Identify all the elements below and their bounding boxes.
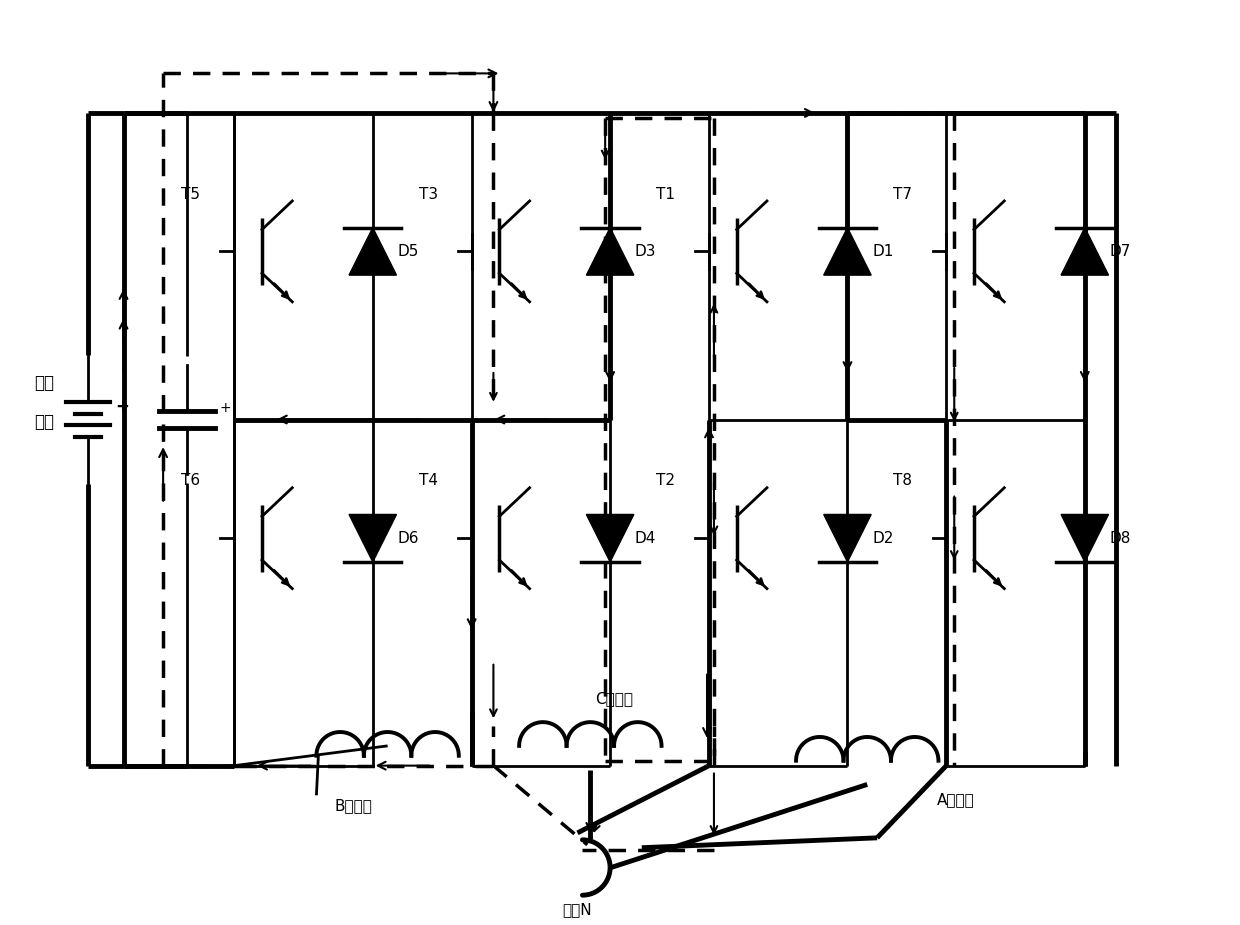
Polygon shape <box>587 228 634 275</box>
Text: D4: D4 <box>635 531 656 546</box>
Polygon shape <box>587 514 634 561</box>
Text: T8: T8 <box>893 474 913 488</box>
Polygon shape <box>1061 228 1109 275</box>
Text: 直流: 直流 <box>35 374 55 392</box>
Text: D1: D1 <box>872 244 894 259</box>
Text: D5: D5 <box>398 244 419 259</box>
Text: T4: T4 <box>419 474 438 488</box>
Text: D2: D2 <box>872 531 894 546</box>
Text: D8: D8 <box>1110 531 1131 546</box>
Polygon shape <box>1061 514 1109 561</box>
Text: 中点N: 中点N <box>563 902 593 917</box>
Text: T1: T1 <box>656 187 675 202</box>
Text: T5: T5 <box>181 187 201 202</box>
Text: A相绕组: A相绕组 <box>937 793 975 808</box>
Text: 电源: 电源 <box>35 413 55 431</box>
Polygon shape <box>348 228 397 275</box>
Text: B相绕组: B相绕组 <box>334 798 372 813</box>
Text: C相绕组: C相绕组 <box>595 691 634 707</box>
Text: T2: T2 <box>656 474 675 488</box>
Text: D3: D3 <box>635 244 656 259</box>
Text: +: + <box>219 401 231 414</box>
Text: T6: T6 <box>181 474 201 488</box>
Text: +: + <box>115 398 129 415</box>
Text: T3: T3 <box>419 187 438 202</box>
Text: D7: D7 <box>1110 244 1131 259</box>
Text: T7: T7 <box>893 187 913 202</box>
Text: D6: D6 <box>398 531 419 546</box>
Polygon shape <box>348 514 397 561</box>
Polygon shape <box>823 228 872 275</box>
Polygon shape <box>823 514 872 561</box>
